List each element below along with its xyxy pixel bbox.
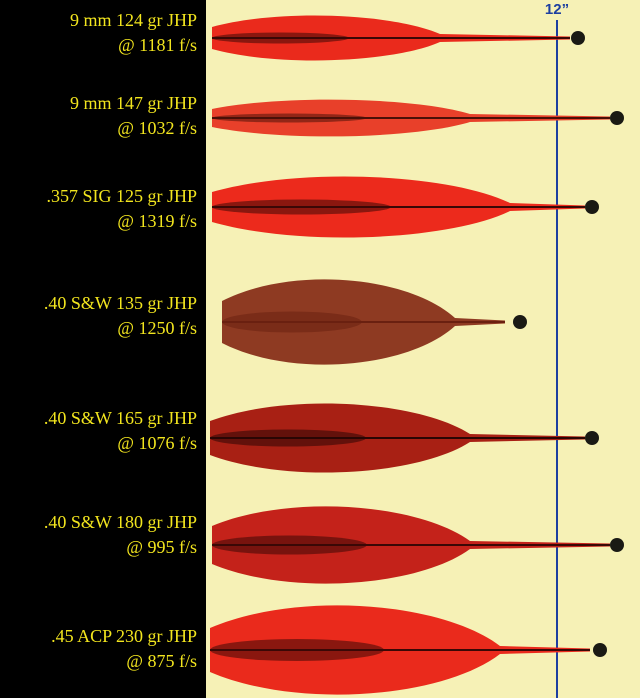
bullet-fragment [571,31,585,45]
velocity-label: @ 1250 f/s [117,318,197,338]
bullet-fragment [593,643,607,657]
depth-label: 12” [545,1,569,18]
load-label: .357 SIG 125 gr JHP [46,186,197,206]
velocity-label: @ 1319 f/s [117,211,197,231]
load-label: 9 mm 147 gr JHP [70,93,197,113]
velocity-label: @ 875 f/s [126,651,197,671]
load-label: .40 S&W 135 gr JHP [44,293,197,313]
bullet-fragment [513,315,527,329]
load-label: .40 S&W 180 gr JHP [44,512,197,532]
bullet-fragment [610,538,624,552]
bullet-fragment [585,431,599,445]
velocity-label: @ 995 f/s [126,537,197,557]
label-panel [0,0,206,698]
load-label: .45 ACP 230 gr JHP [51,626,197,646]
bullet-fragment [585,200,599,214]
load-label: 9 mm 124 gr JHP [70,10,197,30]
velocity-label: @ 1076 f/s [117,433,197,453]
velocity-label: @ 1032 f/s [117,118,197,138]
load-label: .40 S&W 165 gr JHP [44,408,197,428]
bullet-fragment [610,111,624,125]
velocity-label: @ 1181 f/s [118,35,197,55]
